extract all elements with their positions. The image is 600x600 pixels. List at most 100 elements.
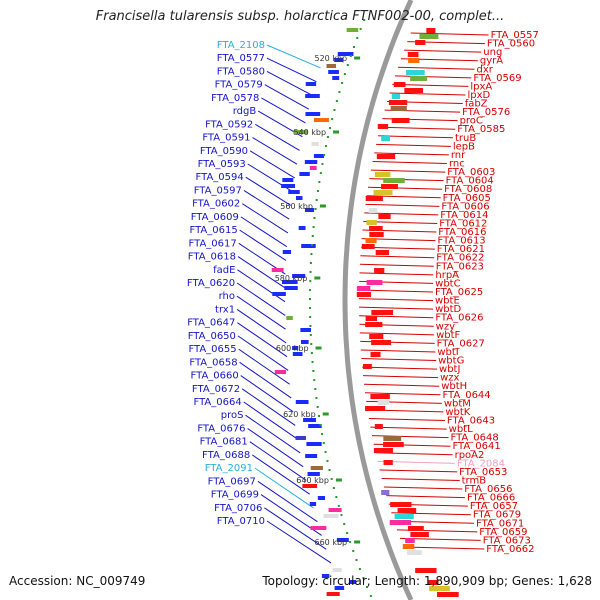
gene-block-reverse [366, 280, 383, 285]
gene-label-fta-0593: FTA_0593 [198, 159, 246, 170]
label-connector [239, 229, 287, 261]
gene-label-fta-0662: FTA_0662 [486, 544, 534, 555]
gene-block-reverse [368, 208, 378, 213]
gene-label-fta-0622: FTA_0622 [436, 253, 484, 264]
gene-label-fta-0672: FTA_0672 [192, 384, 240, 395]
gene-block-forward [326, 64, 337, 68]
gene-block-forward [295, 400, 309, 404]
label-connector [241, 388, 296, 426]
gene-label-fta-0609: FTA_0609 [191, 212, 239, 223]
ruler-dot [311, 244, 314, 246]
ruler-dot [343, 523, 346, 525]
gene-block-forward [337, 52, 354, 56]
ruler-major-tick [319, 204, 326, 208]
label-connector [264, 507, 327, 550]
gene-block-reverse [363, 364, 372, 369]
gene-block-forward [310, 466, 323, 470]
ruler-dot [311, 361, 314, 363]
gene-block-reverse [402, 544, 415, 549]
gene-label-wbtd: wbtD [435, 304, 461, 315]
gene-label-fta-0664: FTA_0664 [194, 397, 242, 408]
gene-block-forward [313, 118, 329, 122]
gene-block-forward [274, 370, 287, 374]
label-connector [255, 123, 300, 151]
label-connector [264, 84, 310, 110]
gene-label-fta-0699: FTA_0699 [211, 490, 259, 501]
ruler-dot [352, 550, 355, 552]
ruler-dot [356, 37, 359, 39]
gene-label-fta-0650: FTA_0650 [188, 331, 236, 342]
label-connector [249, 441, 307, 481]
gene-label-wbtk: wbtK [445, 407, 470, 418]
gene-label-fta-2091: FTA_2091 [205, 463, 253, 474]
ruler-tick-label: 660 kbp [315, 538, 348, 547]
gene-label-fta-0643: FTA_0643 [447, 416, 495, 427]
ruler-dot [316, 406, 319, 408]
ruler-tick-label: 540 kbp [293, 128, 326, 137]
kbp-ruler: 520 kbp 540 kbp 560 kbp 580 kbp 600 kbp 620 k… [275, 19, 372, 597]
gene-label-wbte: wbtE [435, 296, 460, 307]
gene-block-reverse [371, 310, 394, 315]
label-connector [245, 176, 292, 206]
gene-label-fta-0641: FTA_0641 [452, 441, 500, 452]
gene-label-fta-0578: FTA_0578 [211, 93, 259, 104]
gene-block-forward [288, 190, 300, 194]
gene-block-reverse [383, 436, 402, 441]
gene-label-fta-0590: FTA_0590 [200, 146, 248, 157]
gene-block-reverse [381, 184, 398, 189]
gene-label-wbtc: wbtC [435, 278, 460, 289]
gene-label-wbth: wbtH [441, 381, 467, 392]
gene-label-pros: proS [221, 410, 244, 421]
label-connector [237, 322, 288, 358]
gene-label-fta-0576: FTA_0576 [462, 107, 510, 118]
ruler-dot [309, 334, 312, 336]
gene-label-fta-0681: FTA_0681 [200, 437, 248, 448]
gene-block-forward [271, 268, 284, 272]
ruler-dot [311, 235, 314, 237]
gene-label-dxr: dxr [477, 64, 494, 75]
ruler-dot [321, 433, 324, 435]
ruler-dot [340, 514, 343, 516]
gene-label-fade: fadE [213, 265, 235, 276]
label-connector [236, 309, 287, 344]
gene-label-fta-0648: FTA_0648 [451, 433, 499, 444]
label-connector [359, 272, 434, 276]
gene-block-reverse [374, 172, 391, 177]
gene-block-forward [313, 154, 325, 158]
gene-block-reverse [388, 100, 408, 105]
ruler-major-tick [314, 276, 321, 280]
ruler-dot [332, 487, 335, 489]
gene-label-fta-0615: FTA_0615 [190, 225, 238, 236]
gene-block-forward [281, 184, 296, 188]
gene-block-forward [307, 472, 320, 476]
ruler-dot [343, 73, 346, 75]
gene-label-hrpa: hrpA [435, 270, 459, 281]
gene-block-forward [308, 424, 322, 428]
ruler-tick-label: 620 kbp [283, 410, 316, 419]
label-connector [389, 92, 466, 96]
label-connector [369, 178, 444, 182]
label-connector [360, 349, 436, 353]
label-connector [410, 32, 489, 36]
gene-label-fta-0591: FTA_0591 [202, 133, 250, 144]
ruler-dot [338, 91, 341, 93]
ruler-dot [322, 442, 325, 444]
gene-label-fta-0560: FTA_0560 [487, 39, 535, 50]
gene-block-reverse [407, 526, 424, 531]
gene-label-rpoa2: rpoA2 [455, 450, 485, 461]
gene-label-fta-0597: FTA_0597 [194, 185, 242, 196]
gene-block-reverse [397, 508, 417, 513]
ruler-dot [315, 199, 318, 201]
gene-block-forward [317, 496, 326, 500]
gene-label-fta-2108: FTA_2108 [217, 40, 265, 51]
gene-label-fta-0605: FTA_0605 [443, 193, 491, 204]
gene-label-fta-0602: FTA_0602 [192, 199, 240, 210]
label-connector [391, 512, 471, 516]
label-connector [252, 137, 298, 165]
gene-block-reverse [365, 406, 386, 411]
label-connector [236, 295, 286, 330]
gene-label-trmb: trmB [462, 475, 487, 486]
gene-label-fta-0688: FTA_0688 [202, 450, 250, 461]
label-connector [240, 216, 288, 248]
gene-block-reverse [427, 580, 439, 585]
